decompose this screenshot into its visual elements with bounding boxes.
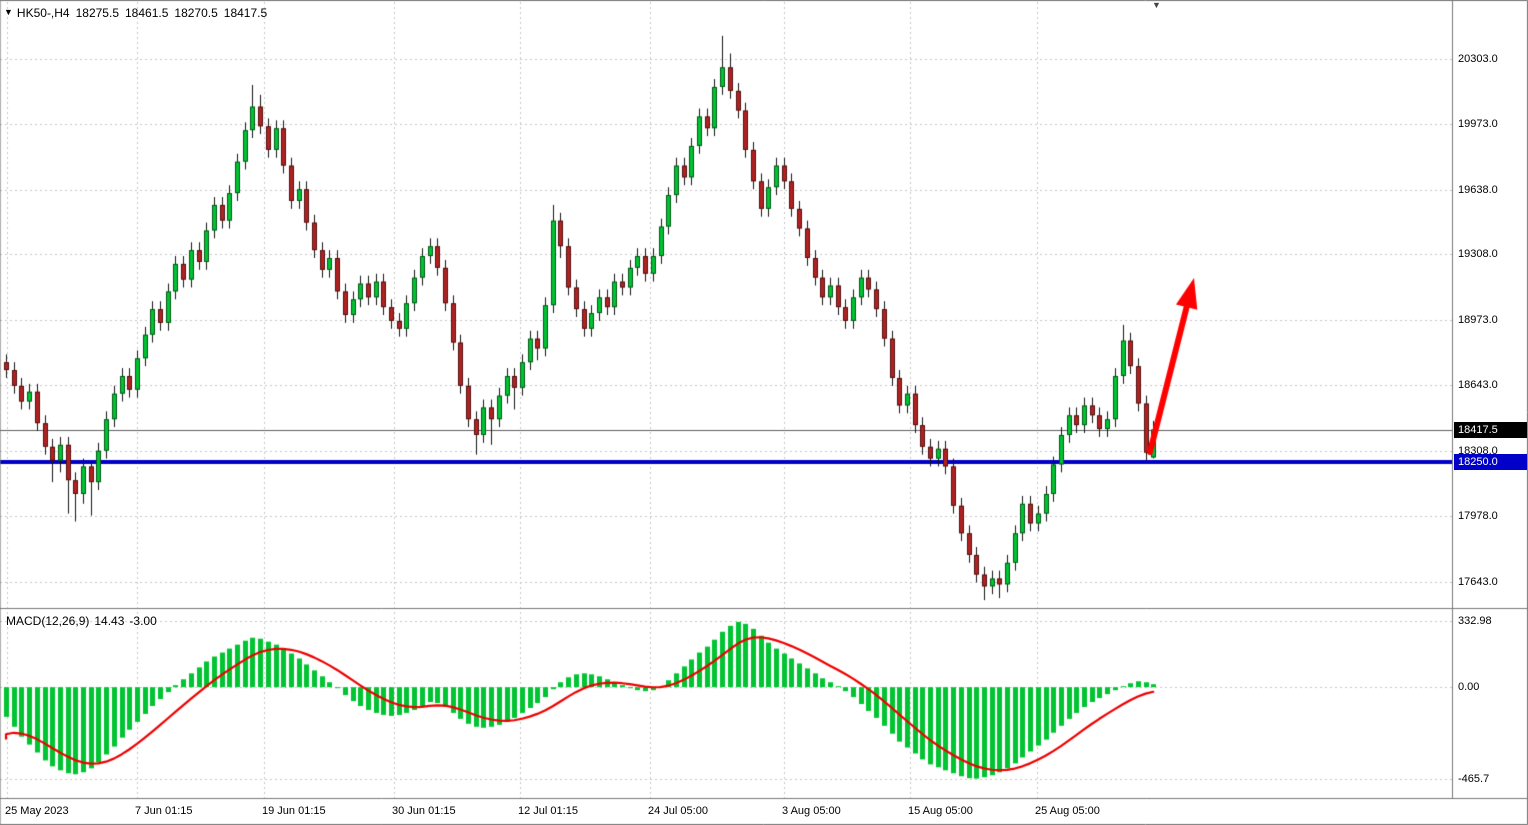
- symbol-header: ▼ HK50-,H4 18275.5 18461.5 18270.5 18417.5: [4, 6, 273, 20]
- price-axis-label: 18308.0: [1458, 445, 1498, 458]
- symbol-label: HK50-,H4: [16, 6, 70, 20]
- time-axis-label: 12 Jul 01:15: [518, 805, 578, 817]
- support-level-badge: 18250.0: [1454, 454, 1527, 471]
- price-axis-label: 20303.0: [1458, 52, 1498, 65]
- price-axis-label: 17643.0: [1458, 575, 1498, 588]
- time-axis-label: 24 Jul 05:00: [648, 805, 708, 817]
- ohlc-open: 18275.5: [75, 6, 119, 20]
- price-axis-label: 17978.0: [1458, 509, 1498, 522]
- macd-axis-label: 332.98: [1458, 615, 1492, 628]
- time-axis-label: 25 Aug 05:00: [1035, 805, 1100, 817]
- price-axis-label: 18643.0: [1458, 379, 1498, 392]
- current-price-badge: 18417.5: [1454, 421, 1527, 438]
- chart-shift-marker-icon[interactable]: ▼: [1152, 0, 1161, 10]
- ohlc-close: 18417.5: [223, 6, 268, 20]
- time-axis-label: 19 Jun 01:15: [262, 805, 326, 817]
- macd-indicator-label: MACD(12,26,9) 14.43 -3.00: [6, 614, 162, 628]
- symbol-dropdown-icon[interactable]: ▼: [4, 7, 13, 17]
- time-axis-label: 15 Aug 05:00: [908, 805, 973, 817]
- ohlc-low: 18270.5: [174, 6, 218, 20]
- macd-signal-value: -3.00: [129, 614, 157, 628]
- macd-value: 14.43: [94, 614, 125, 628]
- macd-axis-label: 0.00: [1458, 681, 1480, 694]
- price-axis-label: 18973.0: [1458, 314, 1498, 327]
- time-axis-label: 3 Aug 05:00: [782, 805, 841, 817]
- price-axis-label: 19638.0: [1458, 183, 1498, 196]
- time-axis-label: 7 Jun 01:15: [135, 805, 193, 817]
- macd-name: MACD(12,26,9): [6, 614, 90, 628]
- time-axis-label: 25 May 2023: [5, 805, 69, 817]
- ohlc-high: 18461.5: [125, 6, 169, 20]
- price-axis-label: 19973.0: [1458, 117, 1498, 130]
- price-axis-label: 19308.0: [1458, 248, 1498, 261]
- macd-axis-label: -465.7: [1458, 773, 1490, 786]
- time-axis-label: 30 Jun 01:15: [392, 805, 456, 817]
